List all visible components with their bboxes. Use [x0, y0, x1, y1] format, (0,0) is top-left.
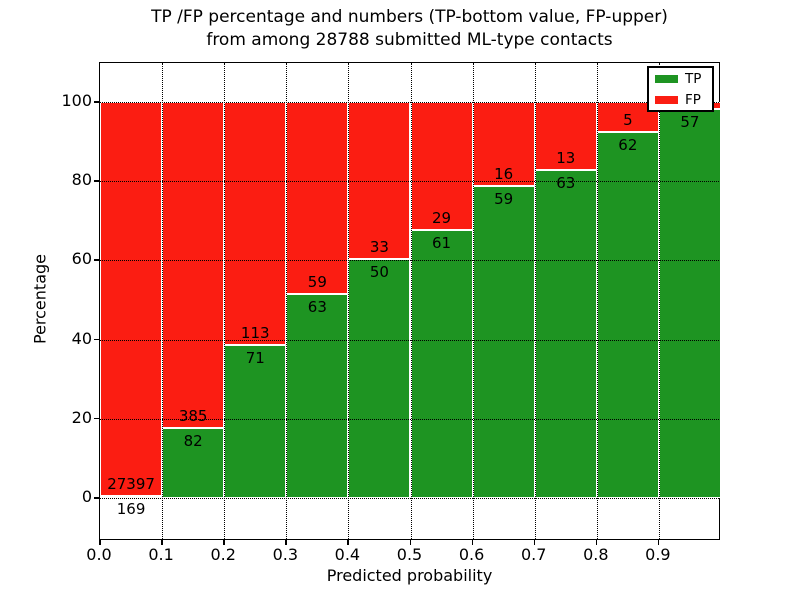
legend-item-fp: FP: [655, 93, 706, 107]
fp-count-label: 59: [307, 272, 327, 291]
fp-count-label: 16: [494, 165, 514, 184]
y-tick-mark: [94, 101, 99, 103]
x-tick-label: 0.6: [458, 545, 485, 564]
fp-count-label: 385: [178, 407, 208, 426]
y-tick-mark: [94, 497, 99, 499]
tp-bar-segment: [596, 131, 659, 498]
tp-bar-segment: [100, 495, 163, 498]
chart-title-line2: from among 28788 submitted ML-type conta…: [206, 30, 613, 50]
x-tick-label: 0.8: [583, 545, 609, 564]
fp-count-label: 29: [432, 208, 452, 227]
fp-count-label: 27397: [107, 474, 155, 493]
legend-item-tp: TP: [655, 72, 706, 86]
x-tick-mark: [285, 540, 287, 545]
x-tick-mark: [409, 540, 411, 545]
chart-title-line1: TP /FP percentage and numbers (TP-bottom…: [151, 7, 668, 27]
x-tick-label: 0.9: [645, 545, 671, 564]
tp-bar-segment: [472, 186, 535, 498]
y-tick-label: 40: [71, 328, 92, 348]
fp-bar-segment: [100, 102, 163, 496]
x-tick-mark: [657, 540, 660, 545]
tp-bar-segment: [162, 428, 225, 498]
x-tick-mark: [471, 540, 474, 545]
y-tick-mark: [94, 180, 99, 182]
tp-bar-segment: [534, 169, 597, 498]
x-axis-label: Predicted probability: [326, 566, 493, 585]
x-tick-label: 0.4: [334, 545, 361, 564]
tp-count-label: 57: [680, 112, 700, 131]
fp-bar-segment: [286, 102, 349, 294]
fp-bar-segment: [224, 102, 287, 346]
chart-title: TP /FP percentage and numbers (TP-bottom…: [99, 6, 720, 52]
fp-bar-segment: [348, 102, 411, 260]
legend-label-fp: FP: [685, 91, 701, 108]
x-tick-mark: [99, 540, 101, 545]
y-tick-mark: [94, 417, 99, 420]
x-tick-mark: [223, 540, 225, 545]
tp-count-label: 63: [556, 173, 576, 192]
tp-swatch-icon: [655, 74, 678, 83]
tp-count-label: 169: [116, 499, 146, 518]
x-tick-mark: [347, 540, 349, 545]
tp-bar-segment: [286, 293, 349, 498]
fp-count-label: 113: [240, 324, 270, 343]
y-tick-label: 0: [81, 487, 92, 506]
tp-count-label: 63: [307, 297, 327, 316]
fp-bar-segment: [472, 102, 535, 187]
tp-count-label: 62: [618, 135, 638, 154]
y-tick-label: 20: [71, 407, 92, 427]
fp-bar-segment: [162, 102, 225, 429]
tp-count-label: 71: [245, 349, 265, 368]
tp-count-label: 61: [432, 233, 452, 252]
x-tick-mark: [533, 540, 536, 545]
x-tick-label: 0.2: [210, 545, 236, 564]
tp-bar-segment: [348, 259, 411, 498]
fp-count-label: 5: [623, 110, 633, 129]
x-tick-label: 0.1: [148, 545, 174, 564]
tp-count-label: 50: [369, 263, 389, 282]
x-tick-label: 0.3: [272, 545, 299, 564]
plot-area: 27397 169 385 82 113 71 59 63 33 50 29 61 16 59 13 63 5 6…: [99, 62, 721, 540]
h-gridline: [100, 498, 719, 499]
x-tick-label: 0.7: [520, 545, 547, 564]
x-tick-mark: [595, 540, 598, 545]
x-tick-label: 0.5: [396, 545, 423, 564]
x-tick-label: 0.0: [86, 545, 112, 564]
tp-bar-segment: [658, 108, 721, 498]
y-tick-mark: [94, 259, 99, 261]
tp-count-label: 82: [183, 432, 203, 451]
y-tick-label: 80: [71, 170, 92, 190]
fp-count-label: 13: [556, 148, 576, 167]
legend: TP FP: [647, 66, 714, 112]
legend-label-tp: TP: [685, 70, 702, 87]
tp-bar-segment: [410, 229, 473, 498]
y-tick-label: 100: [61, 91, 92, 110]
tp-count-label: 59: [494, 190, 514, 209]
x-tick-mark: [161, 540, 163, 545]
y-tick-label: 60: [71, 249, 92, 269]
fp-count-label: 33: [369, 238, 389, 257]
fp-swatch-icon: [655, 95, 678, 104]
y-tick-mark: [94, 338, 99, 341]
